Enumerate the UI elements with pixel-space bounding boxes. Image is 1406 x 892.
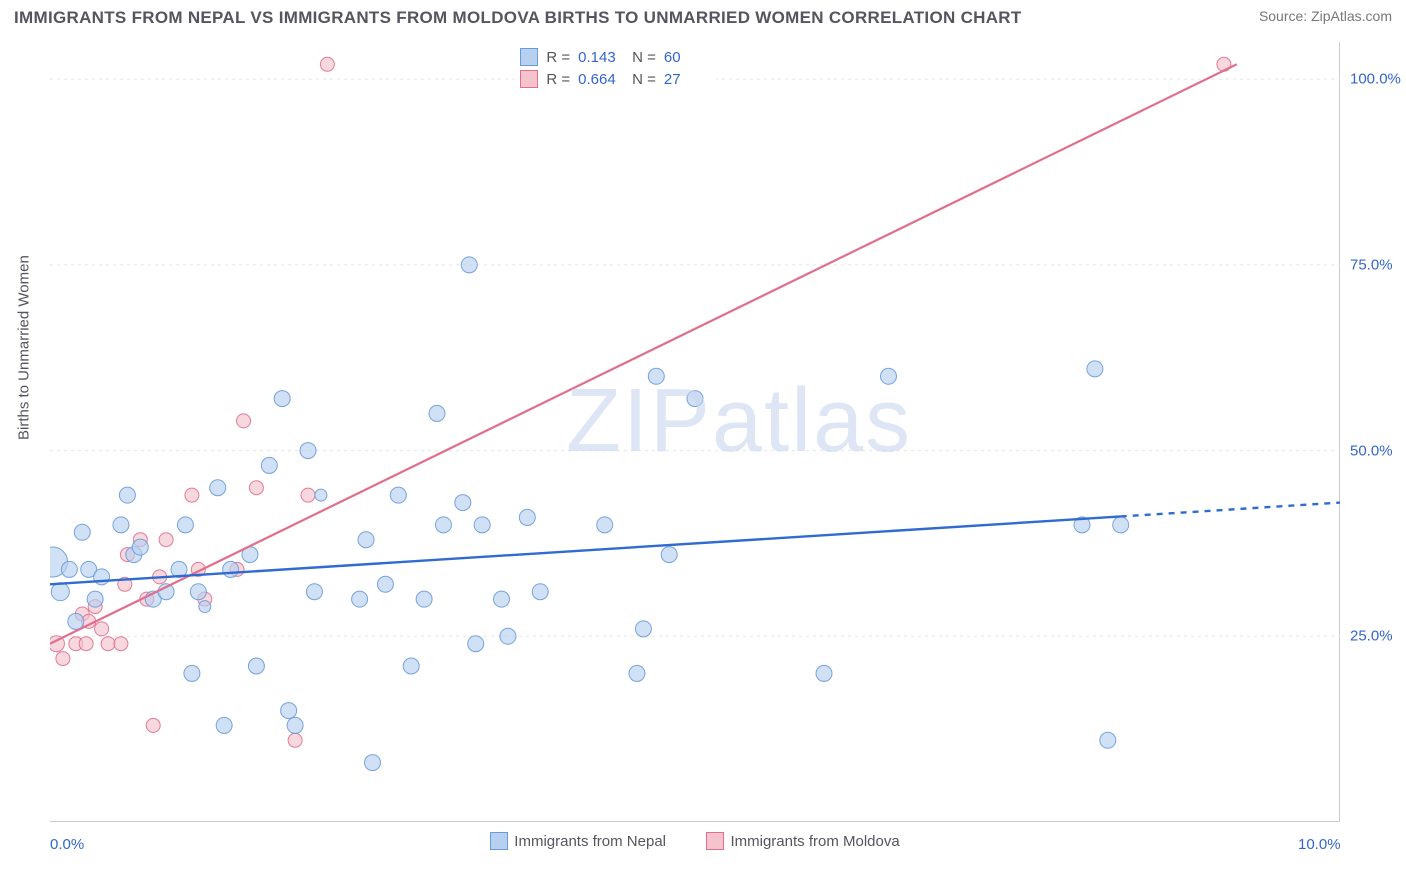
swatch-nepal-icon xyxy=(520,48,538,66)
swatch-moldova-icon xyxy=(706,832,724,850)
chart-title: IMMIGRANTS FROM NEPAL VS IMMIGRANTS FROM… xyxy=(14,8,1022,28)
chart-container: IMMIGRANTS FROM NEPAL VS IMMIGRANTS FROM… xyxy=(0,0,1406,892)
point-nepal xyxy=(352,591,368,607)
point-nepal xyxy=(119,487,135,503)
n-label: N = xyxy=(632,49,656,66)
point-nepal xyxy=(74,524,90,540)
point-moldova xyxy=(249,481,263,495)
point-nepal xyxy=(881,368,897,384)
point-nepal xyxy=(184,665,200,681)
point-nepal xyxy=(248,658,264,674)
point-nepal xyxy=(199,601,211,613)
point-nepal xyxy=(1100,732,1116,748)
point-nepal xyxy=(429,405,445,421)
stats-row-nepal: R = 0.143 N = 60 xyxy=(514,46,716,68)
point-nepal xyxy=(113,517,129,533)
point-nepal xyxy=(1087,361,1103,377)
point-moldova xyxy=(146,718,160,732)
point-moldova xyxy=(101,637,115,651)
swatch-moldova-icon xyxy=(520,70,538,88)
point-nepal xyxy=(210,480,226,496)
point-moldova xyxy=(56,652,70,666)
r-label: R = xyxy=(546,71,570,88)
point-nepal xyxy=(416,591,432,607)
point-nepal xyxy=(274,391,290,407)
point-nepal xyxy=(51,583,69,601)
point-moldova xyxy=(114,637,128,651)
n-label: N = xyxy=(632,71,656,88)
point-nepal xyxy=(455,495,471,511)
plot-area xyxy=(50,42,1340,822)
point-nepal xyxy=(390,487,406,503)
y-tick-label: 100.0% xyxy=(1350,71,1402,88)
point-nepal xyxy=(403,658,419,674)
point-nepal xyxy=(223,561,239,577)
point-moldova xyxy=(185,488,199,502)
trend-nepal-dashed xyxy=(1121,503,1340,517)
y-axis-label: Births to Unmarried Women xyxy=(16,255,33,440)
trend-nepal-solid xyxy=(50,516,1121,584)
point-nepal xyxy=(629,665,645,681)
legend-item-nepal: Immigrants from Nepal xyxy=(490,832,666,850)
n-value-nepal: 60 xyxy=(664,49,710,66)
point-nepal xyxy=(494,591,510,607)
legend-item-moldova: Immigrants from Moldova xyxy=(706,832,899,850)
point-moldova xyxy=(79,637,93,651)
point-nepal xyxy=(365,755,381,771)
point-moldova xyxy=(237,414,251,428)
point-nepal xyxy=(261,457,277,473)
trend-moldova xyxy=(50,64,1237,643)
point-moldova xyxy=(288,733,302,747)
point-nepal xyxy=(315,489,327,501)
point-nepal xyxy=(474,517,490,533)
point-nepal xyxy=(68,613,84,629)
point-nepal xyxy=(177,517,193,533)
point-nepal xyxy=(87,591,103,607)
point-nepal xyxy=(281,703,297,719)
legend-label-nepal: Immigrants from Nepal xyxy=(514,833,666,850)
point-moldova xyxy=(301,488,315,502)
point-nepal xyxy=(468,636,484,652)
point-nepal xyxy=(500,628,516,644)
point-moldova xyxy=(320,57,334,71)
point-nepal xyxy=(461,257,477,273)
point-nepal xyxy=(519,509,535,525)
y-tick-label: 25.0% xyxy=(1350,628,1402,645)
series-nepal xyxy=(50,257,1129,771)
legend-label-moldova: Immigrants from Moldova xyxy=(730,833,899,850)
point-nepal xyxy=(532,584,548,600)
y-tick-label: 75.0% xyxy=(1350,256,1402,273)
point-moldova xyxy=(159,533,173,547)
r-value-moldova: 0.664 xyxy=(578,71,624,88)
point-nepal xyxy=(661,547,677,563)
point-nepal xyxy=(377,576,393,592)
point-nepal xyxy=(597,517,613,533)
point-nepal xyxy=(306,584,322,600)
point-nepal xyxy=(61,561,77,577)
legend-bottom: Immigrants from Nepal Immigrants from Mo… xyxy=(50,832,1340,855)
series-moldova xyxy=(50,57,1231,747)
point-nepal xyxy=(287,717,303,733)
point-nepal xyxy=(300,443,316,459)
point-nepal xyxy=(1113,517,1129,533)
n-value-moldova: 27 xyxy=(664,71,710,88)
point-nepal xyxy=(687,391,703,407)
point-nepal xyxy=(190,584,206,600)
stats-row-moldova: R = 0.664 N = 27 xyxy=(514,68,716,90)
r-value-nepal: 0.143 xyxy=(578,49,624,66)
point-nepal xyxy=(816,665,832,681)
source-label: Source: ZipAtlas.com xyxy=(1259,8,1392,24)
point-nepal xyxy=(216,717,232,733)
point-nepal xyxy=(132,539,148,555)
point-nepal xyxy=(358,532,374,548)
point-nepal xyxy=(435,517,451,533)
swatch-nepal-icon xyxy=(490,832,508,850)
r-label: R = xyxy=(546,49,570,66)
stats-legend: R = 0.143 N = 60 R = 0.664 N = 27 xyxy=(514,46,716,90)
point-nepal xyxy=(648,368,664,384)
point-moldova xyxy=(95,622,109,636)
point-nepal xyxy=(635,621,651,637)
y-tick-label: 50.0% xyxy=(1350,442,1402,459)
plot-svg xyxy=(50,42,1340,822)
